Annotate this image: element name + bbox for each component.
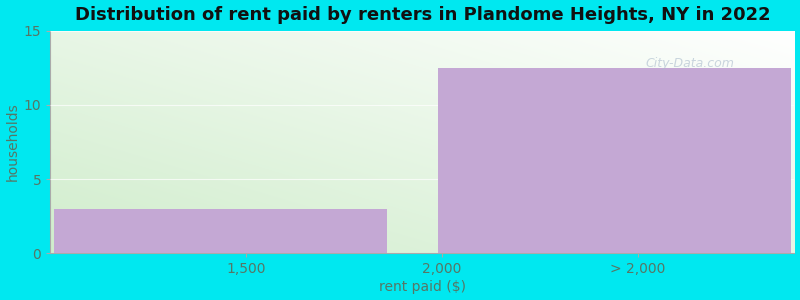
Bar <box>438 68 790 253</box>
Title: Distribution of rent paid by renters in Plandome Heights, NY in 2022: Distribution of rent paid by renters in … <box>74 6 770 24</box>
X-axis label: rent paid ($): rent paid ($) <box>379 280 466 294</box>
Bar <box>54 209 387 253</box>
Y-axis label: households: households <box>6 103 19 181</box>
Text: City-Data.com: City-Data.com <box>646 57 734 70</box>
